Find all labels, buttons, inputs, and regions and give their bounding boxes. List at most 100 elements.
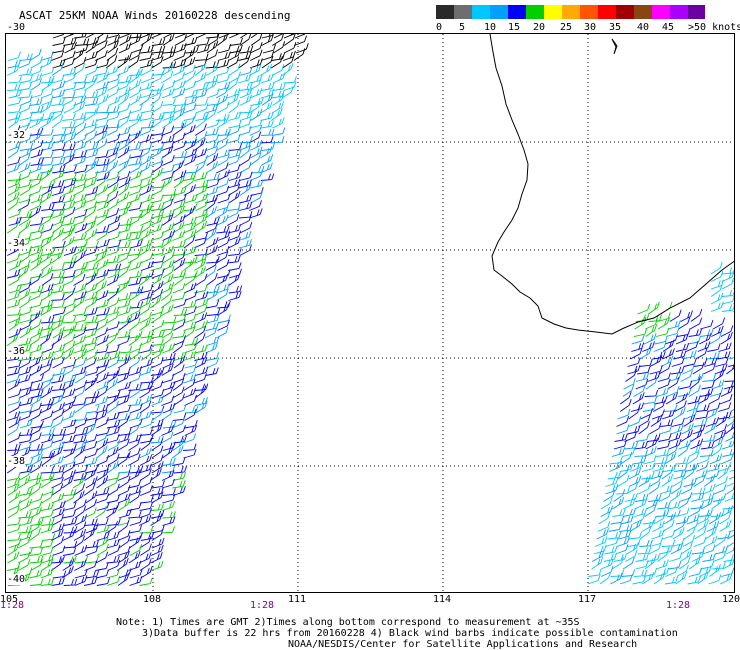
wind-barb <box>685 340 699 352</box>
wind-barb <box>260 173 275 181</box>
wind-barb <box>107 79 120 91</box>
wind-barb <box>41 533 56 541</box>
wind-barb <box>657 317 670 330</box>
wind-barb <box>105 476 119 489</box>
wind-barb <box>711 436 724 450</box>
wind-barb <box>85 142 99 151</box>
wind-barb <box>96 577 111 586</box>
australia-coastline <box>489 34 734 335</box>
wind-barb <box>117 115 130 129</box>
wind-barb <box>51 108 64 121</box>
wind-barb <box>40 165 54 174</box>
wind-barb <box>8 312 22 324</box>
wind-barb <box>8 359 22 369</box>
wind-barb <box>194 305 208 316</box>
wind-barb <box>140 566 153 579</box>
wind-barb <box>127 479 142 489</box>
wind-barb <box>127 55 140 69</box>
wind-barb <box>29 199 43 211</box>
scale-tick-label: >50 knots <box>688 22 740 33</box>
wind-barb <box>116 65 130 76</box>
wind-barb <box>95 505 107 519</box>
wind-barb <box>619 524 633 532</box>
wind-barb <box>259 63 273 76</box>
wind-barb <box>215 274 229 286</box>
wind-barb <box>591 556 604 570</box>
wind-barb <box>30 447 44 459</box>
wind-barb <box>162 188 177 196</box>
wind-barb <box>705 416 719 427</box>
wind-barb <box>217 314 231 324</box>
wind-barb <box>106 198 119 211</box>
wind-barb <box>227 88 241 99</box>
wind-barb <box>63 132 77 144</box>
wind-barb <box>183 64 196 76</box>
wind-barb <box>118 52 132 61</box>
wind-barb <box>140 495 154 504</box>
wind-barb <box>722 448 734 457</box>
wind-barb <box>597 521 611 532</box>
wind-barb <box>185 45 199 54</box>
wind-barb <box>7 533 21 541</box>
wind-barb <box>173 186 187 196</box>
wind-barb <box>654 395 668 405</box>
wind-barb <box>63 578 78 586</box>
wind-barb <box>29 569 43 579</box>
wind-barb <box>7 298 21 309</box>
wind-barb <box>129 465 144 474</box>
wind-barb <box>117 450 131 459</box>
wind-barb <box>62 379 75 391</box>
wind-barb <box>680 483 694 495</box>
wind-barb <box>117 470 131 481</box>
wind-barb <box>194 385 207 399</box>
wind-barb <box>18 245 32 256</box>
wind-barb <box>681 423 694 435</box>
wind-barb <box>173 251 186 264</box>
wind-barb <box>702 544 716 555</box>
wind-barb <box>84 422 96 436</box>
wind-barb <box>228 190 241 204</box>
wind-barb <box>610 516 624 525</box>
wind-barb <box>39 151 54 159</box>
wind-barb <box>40 51 54 61</box>
wind-barb <box>117 371 130 384</box>
wind-barb <box>183 350 197 361</box>
wind-barb <box>62 419 77 429</box>
wind-barb <box>85 34 95 39</box>
wind-barb <box>140 348 153 361</box>
wind-barb <box>725 431 734 442</box>
wind-barb <box>6 253 20 264</box>
wind-barb <box>75 38 90 46</box>
wind-barb <box>40 351 55 361</box>
wind-barb <box>128 251 141 264</box>
wind-barb <box>63 501 77 511</box>
wind-barb <box>151 408 164 421</box>
wind-map <box>6 34 734 592</box>
wind-barb <box>260 136 274 144</box>
wind-barb <box>689 505 702 517</box>
wind-barb <box>151 34 162 39</box>
wind-barb <box>623 497 636 510</box>
wind-barb <box>18 90 32 99</box>
wind-barb <box>161 373 175 384</box>
wind-barb <box>95 289 109 301</box>
wind-barb <box>95 138 108 151</box>
map-frame <box>5 33 735 593</box>
wind-barb <box>184 255 198 264</box>
wind-barb <box>715 357 729 367</box>
wind-barb <box>74 314 88 324</box>
wind-barb <box>52 165 66 174</box>
wind-barb <box>128 411 143 421</box>
wind-barb <box>172 282 186 294</box>
wind-barb <box>62 261 76 271</box>
wind-barb <box>128 78 142 91</box>
wind-barb <box>85 148 99 159</box>
wind-barb <box>173 108 186 121</box>
wind-barb <box>84 395 98 406</box>
wind-barb <box>720 385 734 397</box>
wind-barb <box>118 154 131 166</box>
wind-barb <box>106 426 121 436</box>
wind-barb <box>129 103 143 114</box>
wind-barb <box>17 551 31 564</box>
wind-barb <box>238 55 251 69</box>
